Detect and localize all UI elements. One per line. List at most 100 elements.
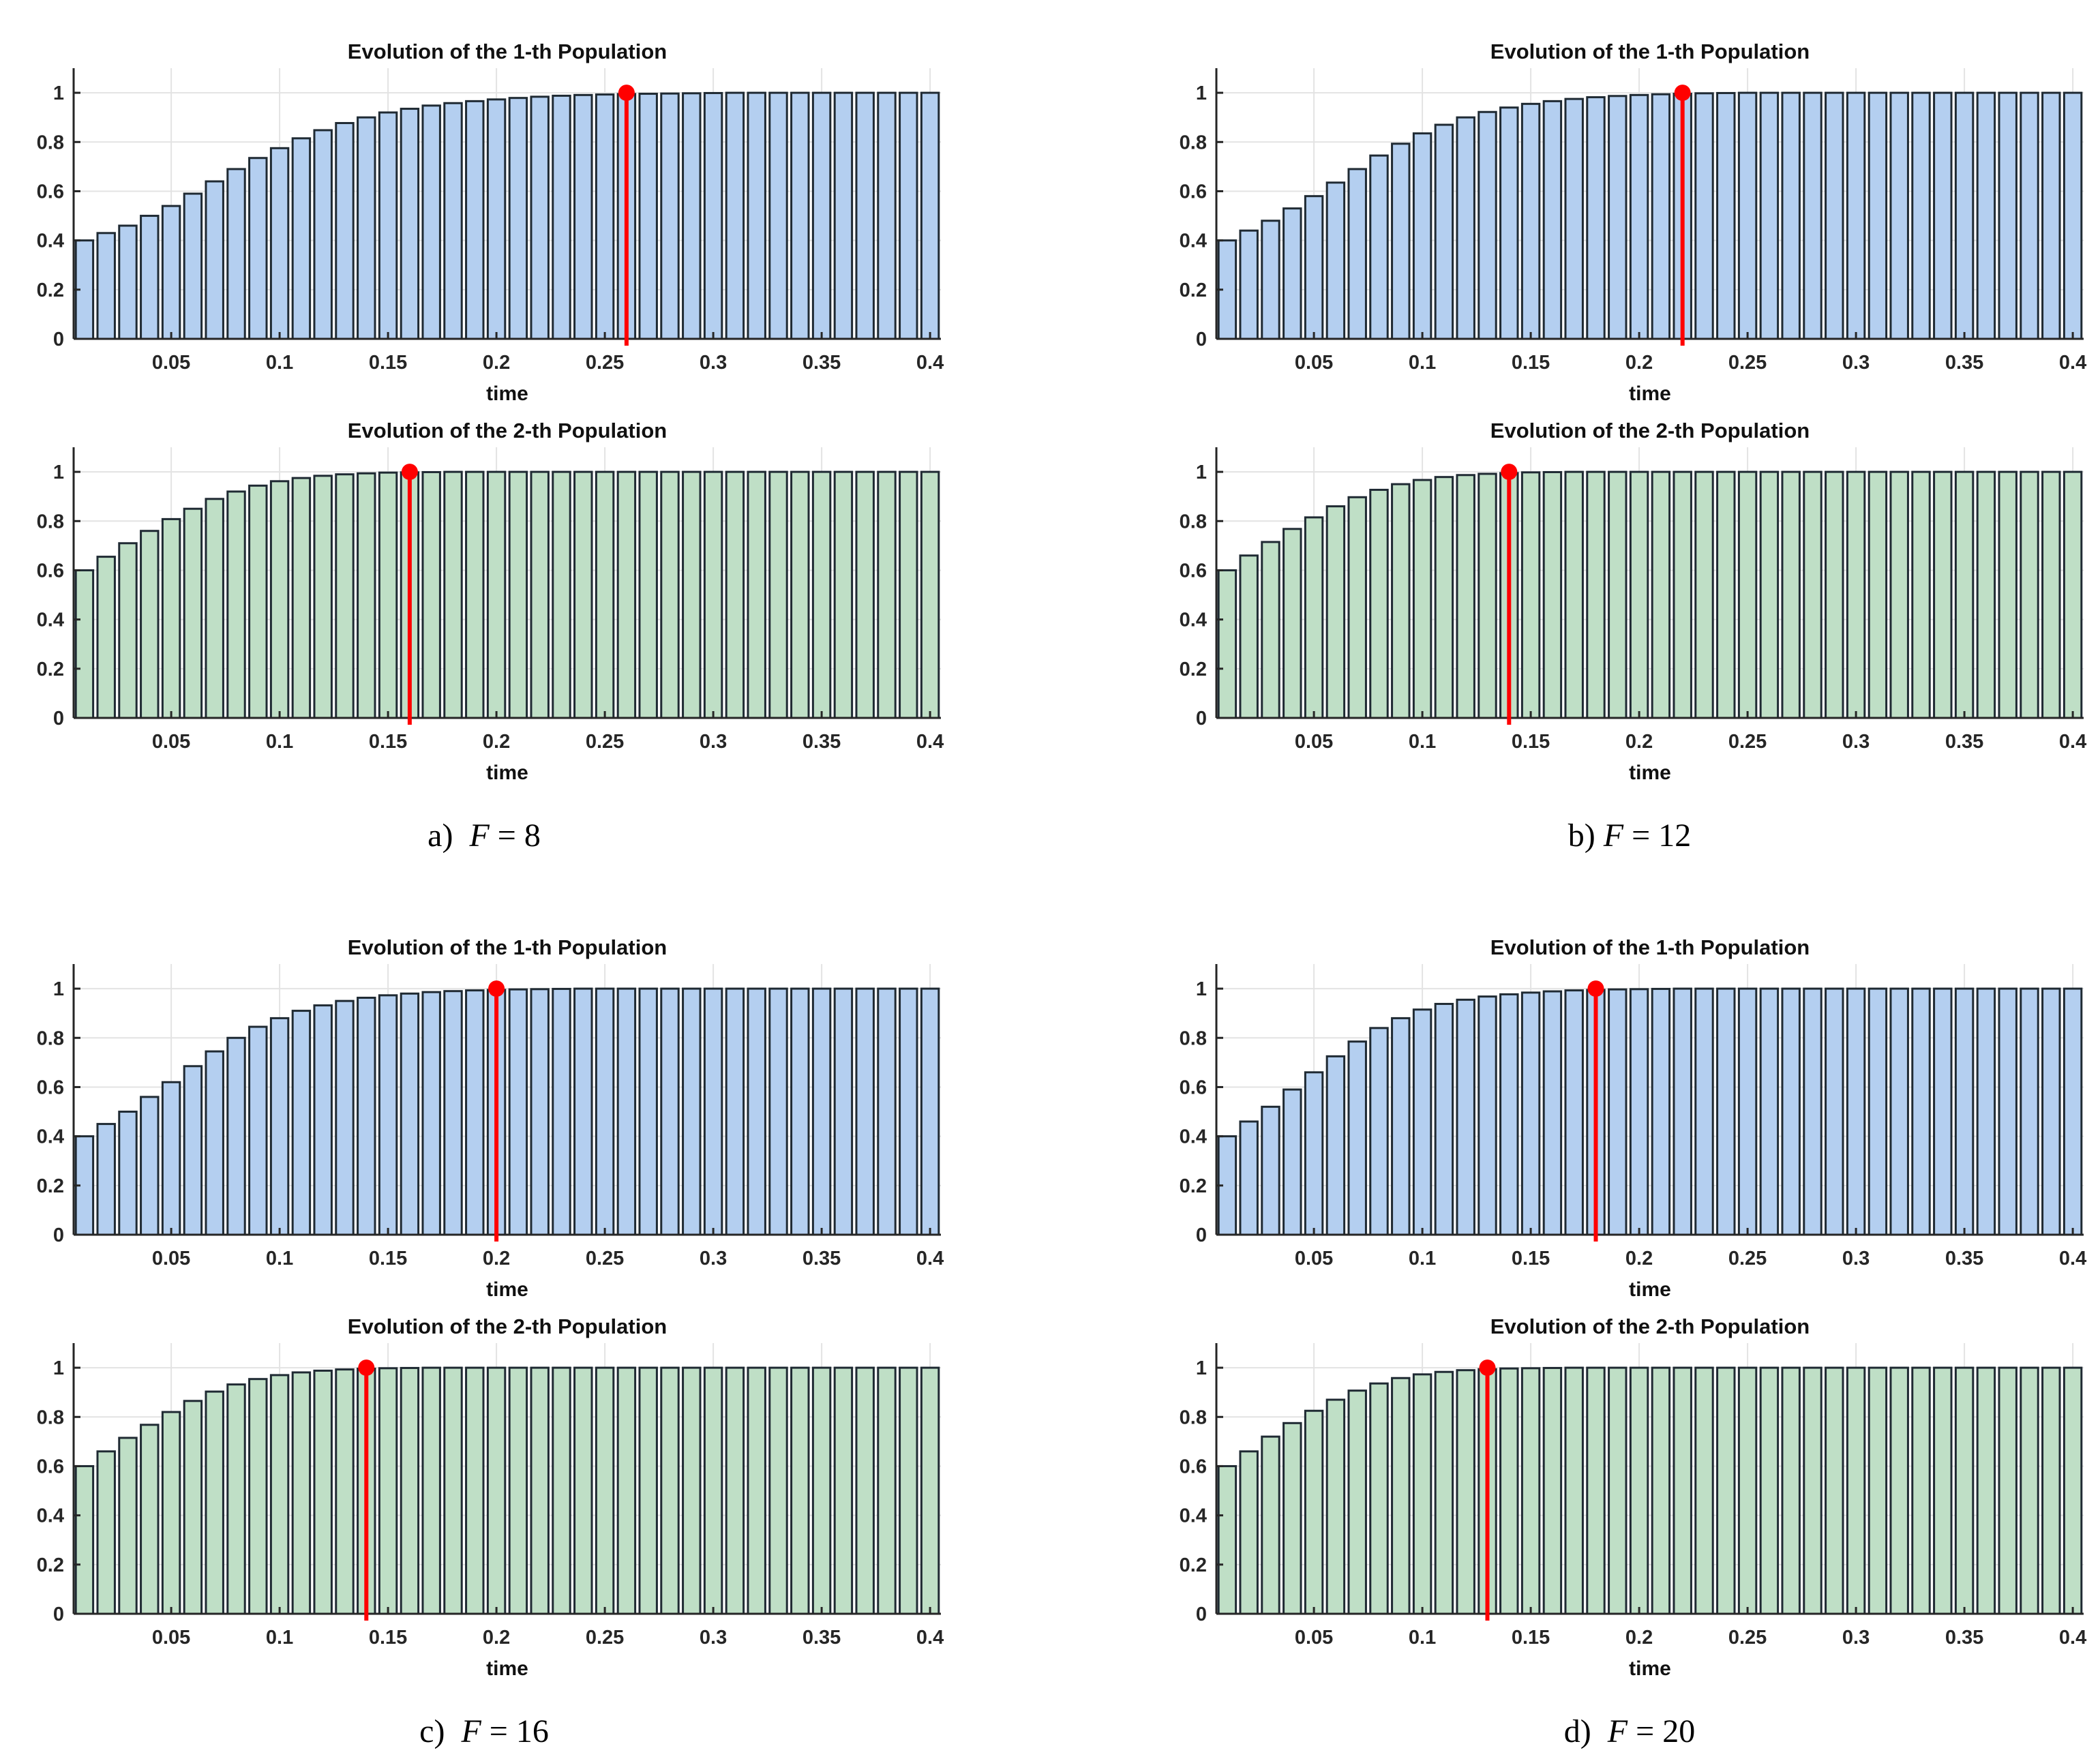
bar (269, 147, 290, 340)
bar (1716, 470, 1736, 719)
x-tick-label: 0.1 (266, 1627, 293, 1649)
x-tick-label: 0.2 (1625, 352, 1653, 374)
bar (747, 470, 766, 719)
bar (552, 987, 571, 1236)
y-tick-label: 0.6 (1180, 1456, 1207, 1477)
bar (205, 180, 224, 340)
bar (2020, 987, 2039, 1236)
panel-symbol: F (1607, 1713, 1628, 1749)
bar (183, 1400, 203, 1615)
bar (855, 1366, 875, 1615)
bar (1629, 470, 1649, 719)
bar (400, 1366, 420, 1615)
bar (226, 168, 246, 340)
bar (486, 98, 507, 340)
bar (1456, 1369, 1475, 1615)
bar (269, 1017, 290, 1236)
chart-title: Evolution of the 1-th Population (1490, 40, 1810, 63)
x-tick-label: 0.05 (1295, 731, 1333, 753)
bar (638, 1366, 658, 1615)
y-tick-label: 0.8 (37, 1027, 64, 1049)
x-tick-label: 0.3 (700, 352, 727, 374)
bar (1629, 988, 1649, 1236)
bar (1976, 91, 1996, 340)
x-tick-label: 0.25 (1728, 731, 1767, 753)
bar (1998, 1366, 2017, 1615)
x-axis-label: time (486, 1657, 528, 1680)
bar (682, 1366, 702, 1615)
bar (1737, 91, 1758, 340)
x-tick-label: 0.3 (700, 1627, 727, 1649)
plot-background (74, 447, 941, 718)
bar (1954, 91, 1975, 340)
bar (1846, 470, 1866, 719)
x-tick-label: 0.3 (1842, 1248, 1870, 1269)
bar (1478, 472, 1497, 719)
y-tick-label: 0.4 (37, 1505, 64, 1527)
bar (1759, 1366, 1780, 1615)
bar (1304, 195, 1324, 340)
bar (378, 994, 398, 1236)
bar (313, 1004, 333, 1236)
y-tick-label: 0.2 (1180, 280, 1207, 301)
bar (790, 987, 810, 1236)
bar (1239, 1120, 1259, 1236)
y-tick-label: 0.4 (37, 1126, 64, 1148)
bar (573, 93, 593, 340)
bar (877, 470, 897, 719)
bar (1325, 181, 1346, 340)
bar (1976, 1366, 1996, 1615)
bar (486, 470, 507, 719)
chart-title: Evolution of the 1-th Population (348, 935, 667, 959)
panel-value: 12 (1658, 817, 1692, 854)
bar (269, 480, 290, 719)
plot-background (74, 68, 941, 339)
bar (747, 987, 766, 1236)
chart-title: Evolution of the 1-th Population (1490, 935, 1810, 959)
chart-title: Evolution of the 2-th Population (348, 1314, 667, 1338)
bar (595, 1366, 615, 1615)
x-tick-label: 0.4 (2059, 1248, 2086, 1269)
y-tick-label: 1 (1196, 978, 1207, 1000)
bar (1304, 516, 1324, 719)
bar (508, 97, 528, 340)
x-tick-label: 0.35 (802, 731, 841, 753)
x-tick-label: 0.35 (1945, 352, 1983, 374)
bar (2062, 91, 2083, 340)
bar (1542, 990, 1563, 1236)
bar (1520, 1367, 1541, 1615)
bar (660, 470, 680, 719)
bar (573, 1366, 593, 1615)
x-axis-label: time (1629, 1278, 1671, 1301)
y-tick-label: 0.8 (1180, 132, 1207, 153)
bar (1369, 1382, 1389, 1615)
bar (703, 470, 723, 719)
bar (1412, 1373, 1432, 1615)
bar (1564, 97, 1584, 340)
y-tick-label: 0.2 (1180, 1554, 1207, 1576)
y-tick-label: 0.8 (1180, 1407, 1207, 1428)
y-tick-label: 0 (53, 1224, 64, 1246)
bar (768, 470, 788, 719)
bar (118, 542, 138, 719)
bar (140, 1096, 160, 1236)
bar (1369, 1027, 1389, 1236)
bar (1998, 470, 2017, 719)
bar (899, 987, 918, 1236)
y-tick-label: 0.6 (1180, 560, 1207, 582)
bar (1889, 987, 1909, 1236)
bar (899, 91, 918, 340)
x-tick-label: 0.1 (1409, 731, 1436, 753)
bar (1564, 1366, 1584, 1615)
bar (1282, 207, 1302, 340)
y-tick-label: 0.4 (37, 230, 64, 252)
x-tick-label: 0.2 (483, 1627, 510, 1649)
bar (811, 987, 832, 1236)
x-axis-label: time (486, 1278, 528, 1301)
bar (1651, 1366, 1671, 1615)
bar (1608, 95, 1627, 340)
x-tick-label: 0.05 (152, 352, 190, 374)
bar (291, 1010, 312, 1236)
bar (725, 470, 745, 719)
